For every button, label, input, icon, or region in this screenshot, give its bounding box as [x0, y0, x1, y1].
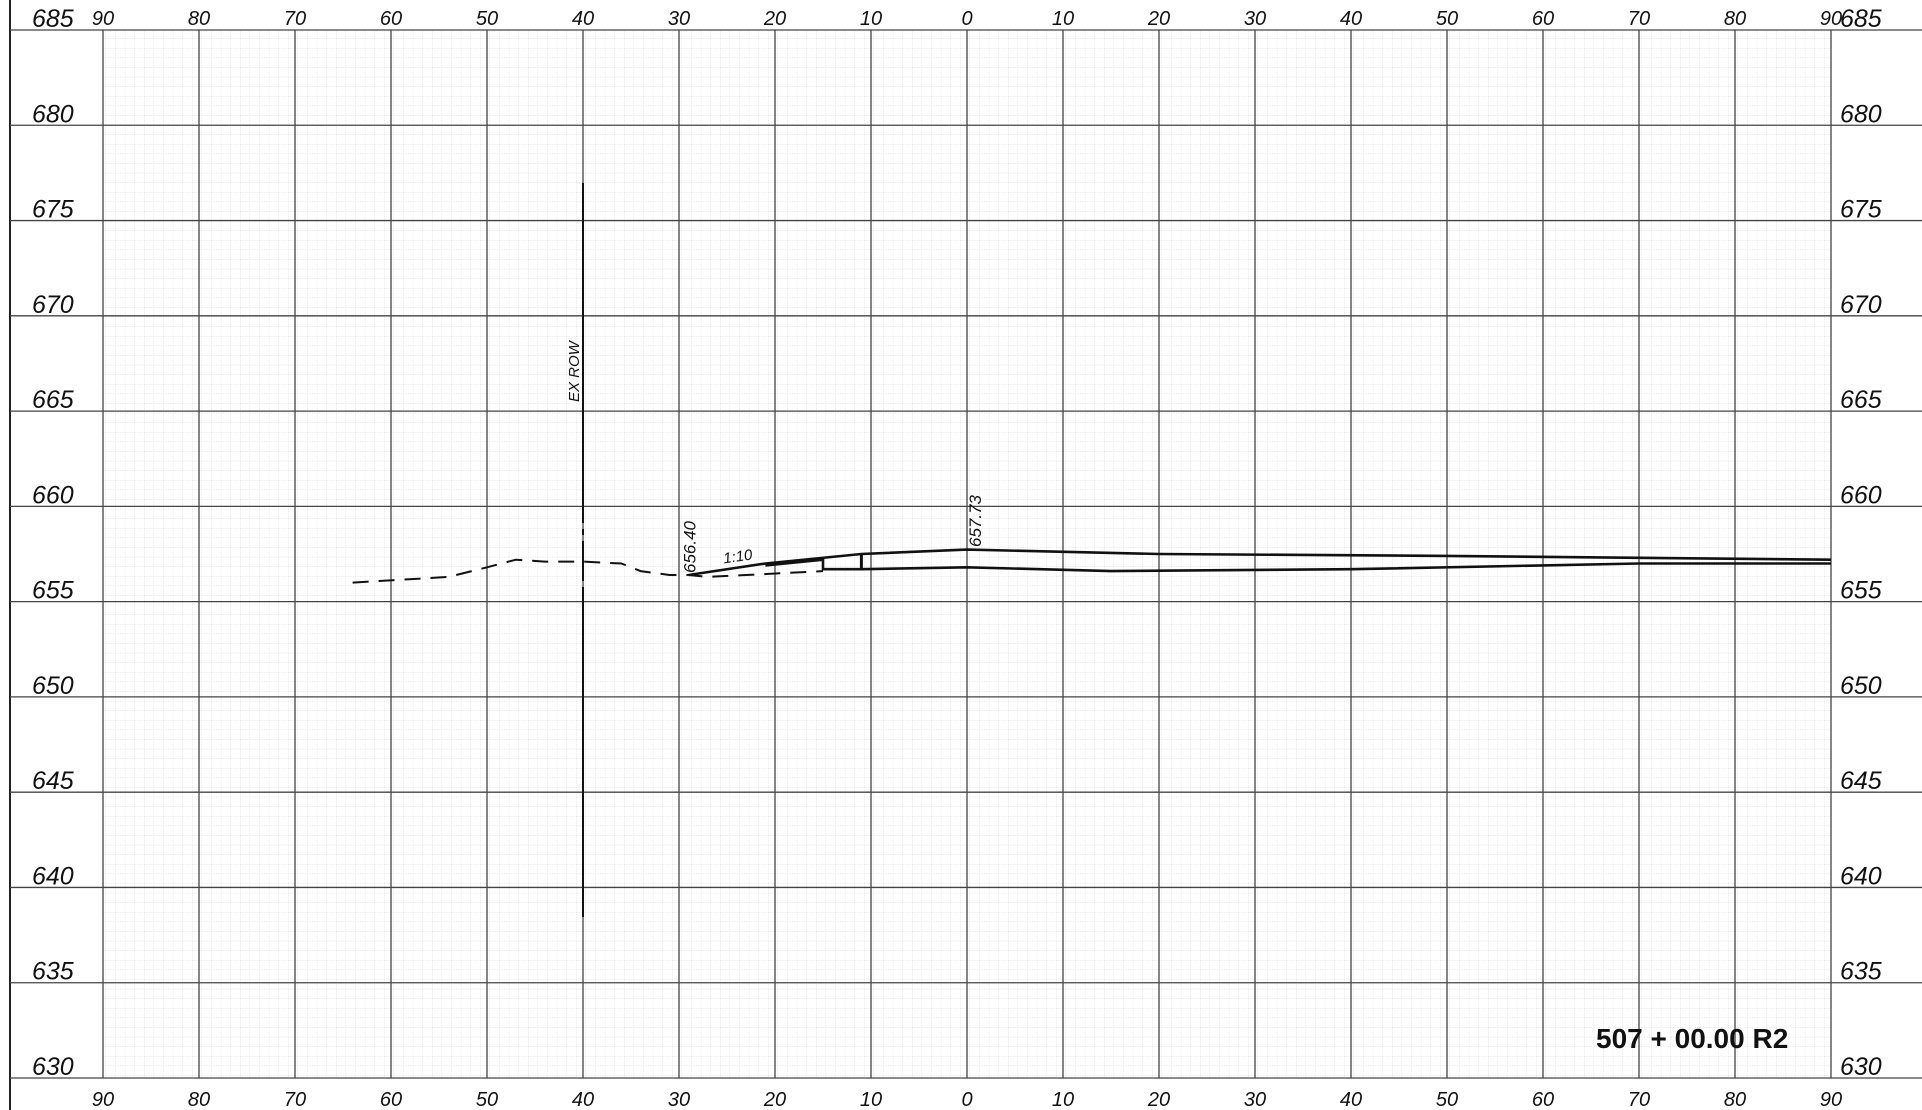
offset-label-top: 50 [476, 8, 498, 30]
offset-label-top: 80 [1724, 8, 1746, 30]
elevation-label-left: 630 [32, 1053, 74, 1081]
offset-label-bottom: 50 [476, 1089, 498, 1110]
elevation-label-right: 675 [1840, 196, 1882, 224]
offset-label-top: 90 [92, 8, 114, 30]
offset-label-bottom: 0 [961, 1089, 972, 1110]
existing-ground-line [352, 558, 824, 584]
offset-label-top: 70 [284, 8, 306, 30]
offset-label-top: 60 [1532, 8, 1554, 30]
elevation-label-right: 640 [1840, 862, 1882, 890]
elevation-label-left: 650 [32, 672, 74, 700]
offset-label-bottom: 80 [188, 1089, 210, 1110]
elevation-label-left: 685 [32, 5, 74, 33]
offset-label-top: 20 [1147, 8, 1170, 30]
elevation-label-right: 650 [1840, 672, 1882, 700]
offset-label-bottom: 30 [1244, 1089, 1266, 1110]
offset-label-top: 30 [668, 8, 690, 30]
proposed-grade-line [765, 558, 1831, 573]
offset-label-bottom: 20 [763, 1089, 786, 1110]
offset-label-top: 30 [1244, 8, 1266, 30]
offset-label-bottom: 80 [1724, 1089, 1746, 1110]
elevation-label-right: 645 [1840, 767, 1882, 795]
elevation-label-right: 630 [1840, 1053, 1882, 1081]
elevation-label-right: 685 [1840, 5, 1882, 33]
offset-label-bottom: 40 [572, 1089, 594, 1110]
proposed-grade-line [688, 548, 1832, 577]
offset-label-bottom: 50 [1436, 1089, 1458, 1110]
slope-label: 1:10 [722, 546, 754, 567]
elevation-label-left: 660 [32, 481, 74, 509]
offset-label-top: 10 [1052, 8, 1074, 30]
offset-label-top: 20 [763, 8, 786, 30]
elevation-label-left: 670 [32, 291, 74, 319]
offset-label-top: 90 [1820, 8, 1842, 30]
elevation-label-left: 675 [32, 196, 74, 224]
elevation-label-right: 670 [1840, 291, 1882, 319]
elevation-label-right: 665 [1840, 386, 1882, 414]
left-elevation-label: 656.40 [681, 520, 700, 573]
ex-row-label: EX ROW [566, 339, 583, 402]
offset-label-bottom: 20 [1147, 1089, 1170, 1110]
offset-label-top: 60 [380, 8, 402, 30]
elevation-label-right: 655 [1840, 577, 1882, 605]
elevation-label-right: 660 [1840, 481, 1882, 509]
offset-label-bottom: 70 [1628, 1089, 1650, 1110]
elevation-label-right: 635 [1840, 958, 1882, 986]
elevation-label-left: 655 [32, 577, 74, 605]
offset-label-bottom: 10 [1052, 1089, 1074, 1110]
offset-label-top: 80 [188, 8, 210, 30]
offset-label-top: 10 [860, 8, 882, 30]
offset-label-top: 0 [961, 8, 972, 30]
offset-label-bottom: 40 [1340, 1089, 1362, 1110]
offset-label-bottom: 90 [92, 1089, 114, 1110]
offset-label-top: 50 [1436, 8, 1458, 30]
station-label: 507 + 00.00 R2 [1596, 1023, 1788, 1054]
elevation-label-left: 665 [32, 386, 74, 414]
profile-lines [352, 548, 1832, 584]
offset-label-bottom: 60 [380, 1089, 402, 1110]
elevation-label-left: 635 [32, 958, 74, 986]
offset-label-top: 70 [1628, 8, 1650, 30]
elevation-label-left: 680 [32, 100, 74, 128]
offset-label-bottom: 10 [860, 1089, 882, 1110]
offset-label-top: 40 [572, 8, 594, 30]
offset-label-bottom: 90 [1820, 1089, 1842, 1110]
offset-label-bottom: 30 [668, 1089, 690, 1110]
axis-labels: 90 90 80 80 70 70 60 60 50 50 40 40 30 30 20 20 10 10 0 0 10… [32, 5, 1882, 1110]
centerline-elevation-label: 657.73 [966, 494, 985, 547]
elevation-label-left: 645 [32, 767, 74, 795]
offset-label-top: 40 [1340, 8, 1362, 30]
elevation-label-left: 640 [32, 862, 74, 890]
offset-label-bottom: 60 [1532, 1089, 1554, 1110]
offset-label-bottom: 70 [284, 1089, 306, 1110]
elevation-label-right: 680 [1840, 100, 1882, 128]
